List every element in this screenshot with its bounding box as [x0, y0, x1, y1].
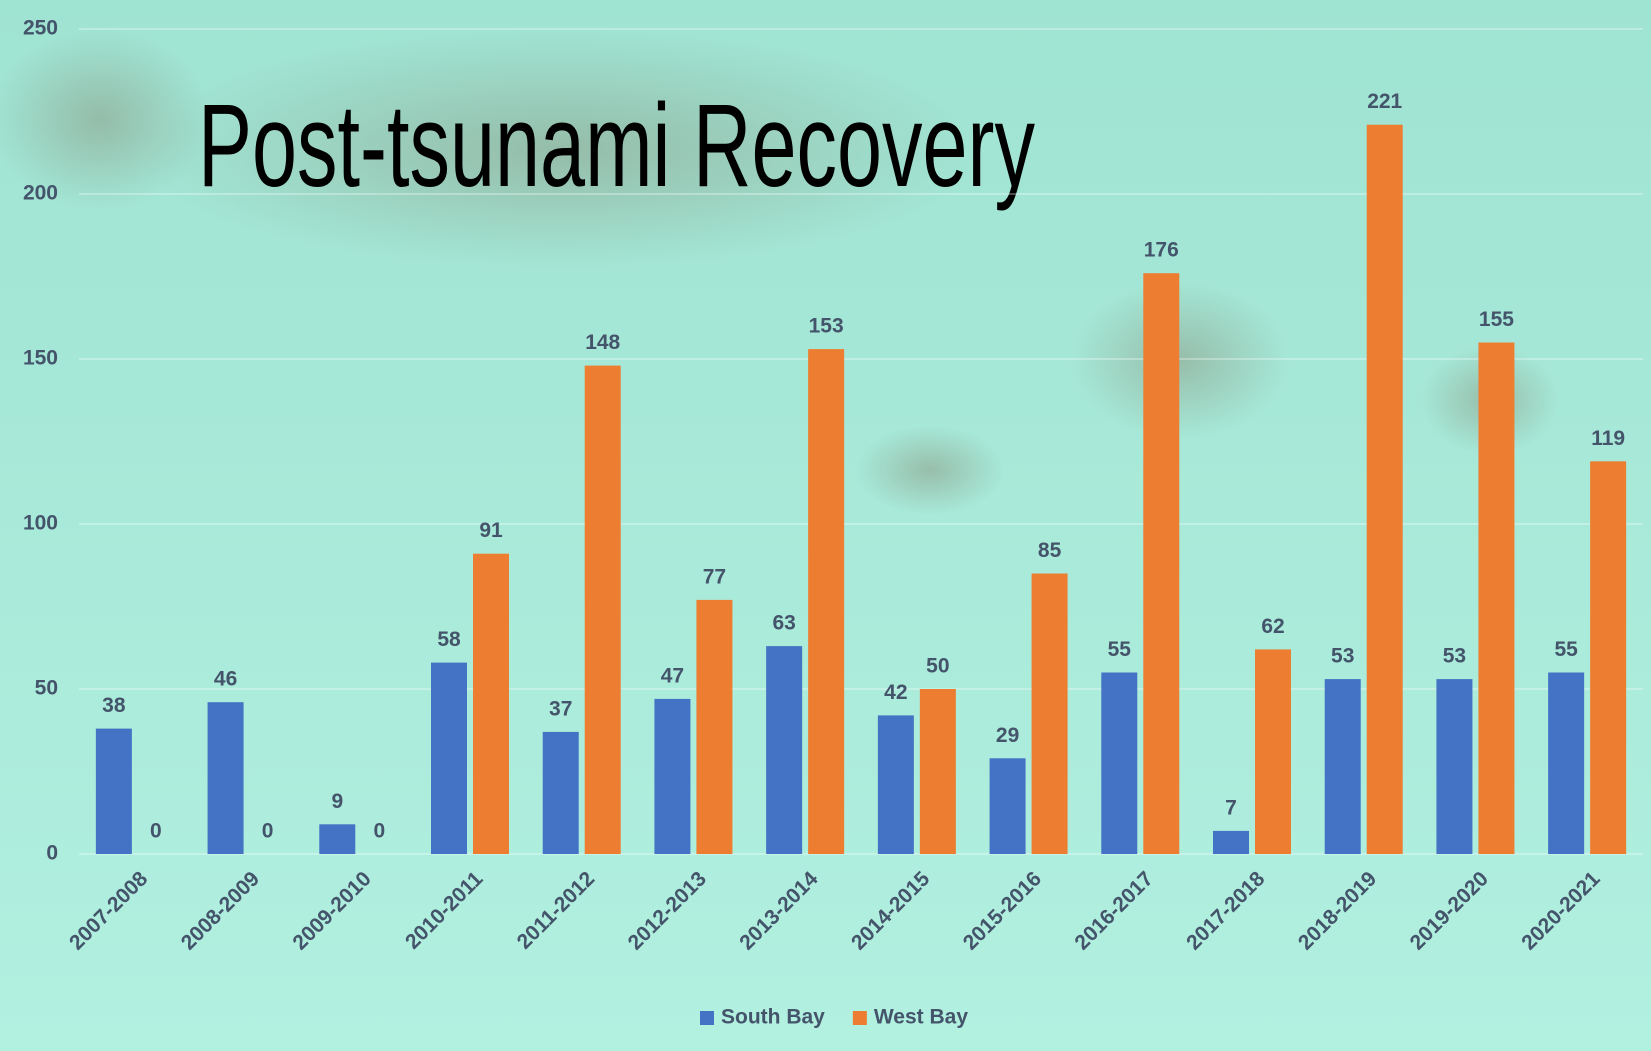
y-tick-label: 100: [23, 512, 58, 535]
data-label: 221: [1367, 90, 1402, 113]
data-label: 50: [926, 655, 949, 678]
bar: [208, 702, 244, 854]
bar: [920, 689, 956, 854]
bar: [1548, 673, 1584, 855]
data-label: 0: [373, 820, 385, 843]
bar: [654, 699, 690, 854]
y-tick-label: 50: [35, 677, 58, 700]
data-label: 63: [772, 612, 795, 635]
y-tick-label: 0: [46, 842, 58, 865]
bar: [543, 732, 579, 854]
data-label: 148: [585, 331, 620, 354]
data-label: 0: [262, 820, 274, 843]
y-tick-label: 150: [23, 347, 58, 370]
data-label: 119: [1591, 427, 1625, 450]
bar: [1213, 831, 1249, 854]
data-label: 153: [809, 315, 844, 338]
legend-swatch: [700, 1011, 714, 1025]
bar: [766, 646, 802, 854]
bar: [1325, 679, 1361, 854]
y-tick-label: 250: [23, 17, 58, 40]
bar: [1101, 673, 1137, 855]
bar: [96, 729, 132, 854]
data-label: 55: [1554, 638, 1578, 661]
reef: [855, 425, 1005, 515]
data-label: 37: [549, 697, 572, 720]
bar: [878, 715, 914, 854]
bar: [1590, 461, 1626, 854]
bar: [1367, 125, 1403, 854]
data-label: 9: [331, 790, 343, 813]
bar: [1032, 574, 1068, 855]
data-label: 46: [214, 668, 237, 691]
data-label: 91: [479, 519, 503, 542]
data-label: 53: [1443, 645, 1466, 668]
legend-label: West Bay: [874, 1006, 968, 1029]
bar: [696, 600, 732, 854]
data-label: 42: [884, 681, 907, 704]
bar: [808, 349, 844, 854]
bar: [1255, 649, 1291, 854]
data-label: 62: [1261, 615, 1284, 638]
bar: [473, 554, 509, 854]
data-label: 55: [1108, 638, 1132, 661]
data-label: 85: [1038, 539, 1062, 562]
bar: [1478, 343, 1514, 855]
chart-title: Post-tsunami Recovery: [198, 80, 1035, 212]
data-label: 53: [1331, 645, 1354, 668]
bar: [1143, 273, 1179, 854]
bar: [585, 366, 621, 854]
legend-swatch: [853, 1011, 867, 1025]
legend-label: South Bay: [721, 1006, 825, 1029]
data-label: 38: [102, 694, 126, 717]
data-label: 0: [150, 820, 162, 843]
bar: [990, 758, 1026, 854]
chart: Post-tsunami Recovery 050100150200250200…: [0, 0, 1651, 1051]
data-label: 176: [1144, 239, 1179, 262]
data-label: 77: [703, 565, 726, 588]
data-label: 155: [1479, 308, 1514, 331]
data-label: 7: [1225, 796, 1237, 819]
bar: [1436, 679, 1472, 854]
bar: [431, 663, 467, 854]
reef: [1070, 280, 1290, 440]
bar: [319, 824, 355, 854]
data-label: 29: [996, 724, 1019, 747]
data-label: 58: [437, 628, 461, 651]
y-tick-label: 200: [23, 182, 58, 205]
data-label: 47: [661, 664, 684, 687]
